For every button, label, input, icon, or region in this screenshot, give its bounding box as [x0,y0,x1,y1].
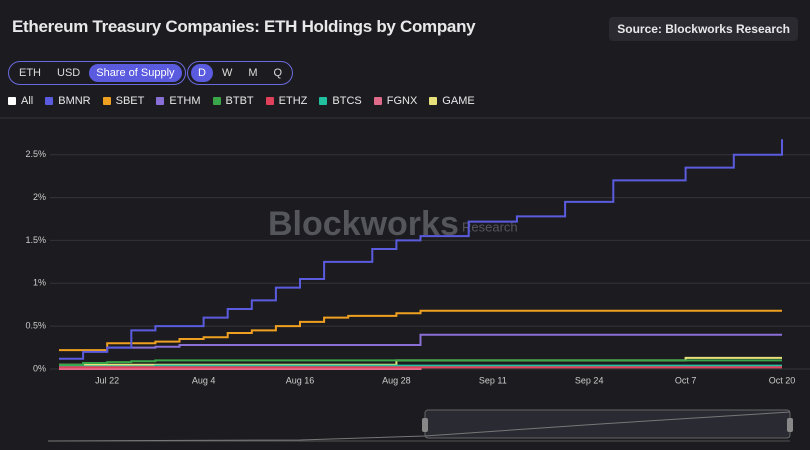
y-tick-label: 1% [33,278,46,288]
period-button[interactable]: M [248,67,258,79]
navigator-handle[interactable] [422,418,428,432]
legend-swatch [156,97,165,105]
period-button[interactable]: W [221,67,233,79]
legend-item[interactable]: BTBT [212,95,254,107]
legend-label: All [21,95,34,107]
legend-label: GAME [442,95,475,107]
unit-button[interactable]: ETH [19,67,41,79]
y-tick-label: 0.5% [25,321,46,331]
legend-item[interactable]: GAME [429,95,475,107]
x-tick-label: Sep 24 [575,375,604,385]
x-tick-label: Aug 16 [286,375,315,385]
legend: All BMNR SBET ETHM BTBT ETHZ BTCS FGNX GAME [8,95,475,107]
navigator-line [47,411,791,442]
series-line [107,333,782,349]
y-tick-label: 0% [33,363,46,373]
x-tick-label: Aug 4 [192,375,216,385]
chart-title: Ethereum Treasury Companies: ETH Holding… [12,17,476,36]
legend-label: BMNR [58,95,91,107]
legend-swatch [8,97,16,105]
legend-swatch [45,97,54,105]
y-tick-label: 2% [33,192,46,202]
legend-label: SBET [115,95,145,107]
unit-button[interactable]: Share of Supply [89,64,182,82]
source-button[interactable]: Source: Blockworks Research [609,17,798,41]
legend-swatch [429,97,438,105]
legend-item[interactable]: ETHZ [265,95,308,107]
legend-label: ETHZ [278,95,308,107]
legend-swatch [102,97,111,105]
legend-swatch [373,97,382,105]
series-line [59,309,782,352]
period-button[interactable]: Q [273,67,283,79]
legend-item[interactable]: BMNR [45,95,91,107]
x-tick-label: Oct 20 [769,375,796,385]
legend-swatch [212,97,221,105]
x-tick-label: Aug 28 [382,375,411,385]
x-tick-label: Sep 11 [479,375,507,385]
x-tick-label: Jul 22 [95,375,119,385]
legend-swatch [319,97,328,105]
navigator-handle[interactable] [787,418,793,432]
x-tick-label: Oct 7 [675,375,697,385]
series-line [59,359,782,366]
legend-item[interactable]: BTCS [319,95,362,107]
legend-label: ETHM [169,95,201,107]
watermark-sub: Research [462,219,518,234]
unit-toggle: ETH USD Share of Supply [8,61,186,85]
period-button[interactable]: D [191,64,213,82]
series-line [59,139,783,360]
legend-item[interactable]: ETHM [156,95,201,107]
legend-label: FGNX [386,95,418,107]
legend-swatch [265,97,274,105]
legend-item[interactable]: All [8,95,33,107]
watermark: Blockworks [268,205,459,243]
unit-button[interactable]: USD [57,67,81,79]
legend-label: BTBT [225,95,254,107]
series-line [59,364,782,368]
y-tick-label: 2.5% [25,149,46,159]
legend-label: BTCS [332,95,362,107]
legend-item[interactable]: SBET [102,95,145,107]
y-tick-label: 1.5% [25,235,46,245]
legend-item[interactable]: FGNX [373,95,418,107]
